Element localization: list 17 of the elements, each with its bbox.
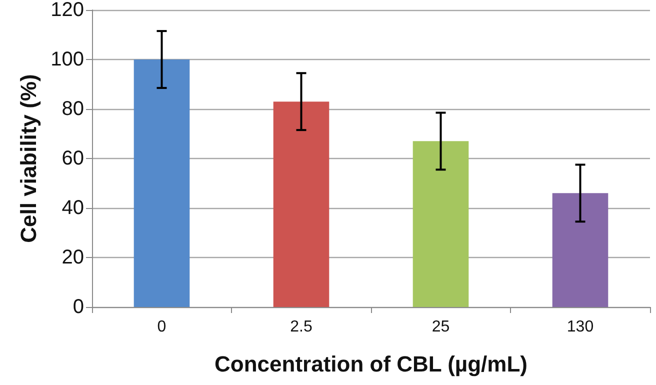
y-tick-label: 100 <box>50 48 84 70</box>
x-axis-title: Concentration of CBL (µg/mL) <box>214 352 528 376</box>
x-tick-label: 25 <box>432 318 450 336</box>
y-tick-label: 120 <box>50 0 84 21</box>
y-tick-label: 0 <box>72 296 84 318</box>
x-tick-label: 0 <box>157 318 166 336</box>
y-tick-label: 80 <box>62 98 84 120</box>
y-axis-title: Cell viability (%) <box>16 74 42 243</box>
y-tick-label: 60 <box>62 148 84 170</box>
bar <box>273 102 330 307</box>
bar <box>552 193 608 307</box>
bar <box>412 141 469 307</box>
y-tick-label: 40 <box>62 197 84 219</box>
y-tick-label: 20 <box>62 246 84 268</box>
x-tick-label: 2.5 <box>290 318 312 336</box>
x-tick-label: 130 <box>566 318 594 336</box>
bar <box>134 60 190 307</box>
